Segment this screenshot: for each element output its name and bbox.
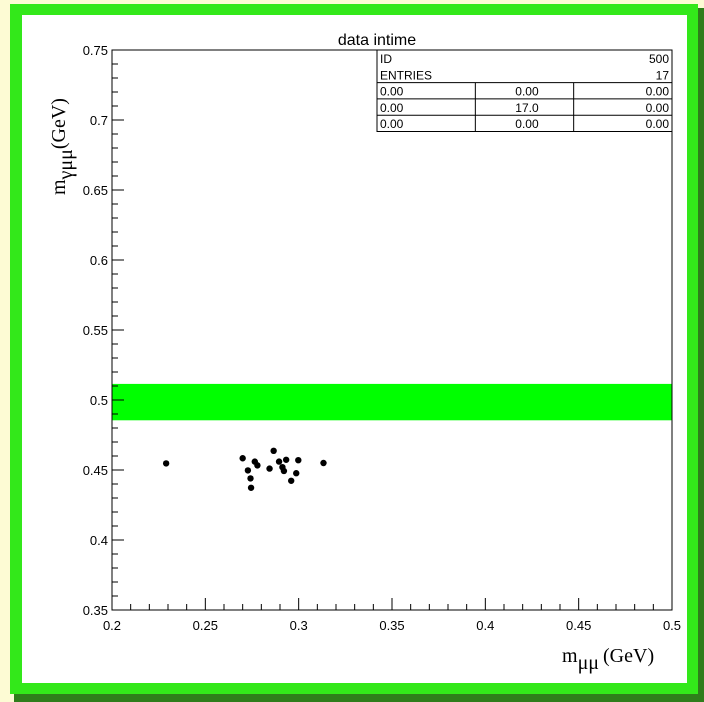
- y-tick-label: 0.6: [90, 253, 108, 268]
- stats-grid-cell: 0.00: [515, 85, 539, 99]
- data-point: [244, 467, 252, 474]
- stats-grid-cell: 0.00: [380, 101, 404, 115]
- y-axis-label-main: m: [48, 179, 70, 195]
- x-axis-label-main: m: [562, 645, 578, 667]
- x-tick-label: 0.4: [476, 618, 494, 633]
- y-axis-label-unit: (GeV): [48, 98, 70, 149]
- y-tick-label: 0.35: [83, 603, 108, 618]
- data-point: [295, 457, 302, 464]
- stats-grid-cell: 17.0: [515, 101, 539, 115]
- stats-grid-cell: 0.00: [646, 101, 670, 115]
- data-point: [239, 455, 246, 462]
- scatter-chart: 0.2 0.25 0.3 0.35 0.4 0.45 0.5 0.35 0.4 0.45 0.5 0.…: [48, 32, 681, 674]
- stats-grid-cell: 0.00: [515, 117, 539, 131]
- y-tick-label: 0.45: [83, 463, 108, 478]
- signal-band: [112, 383, 672, 421]
- data-point: [162, 460, 170, 467]
- data-point: [275, 458, 283, 465]
- stats-label: ID: [380, 52, 392, 66]
- x-axis-label-sub: μμ: [578, 652, 599, 674]
- data-point: [293, 470, 300, 477]
- plot-panel: 0.2 0.25 0.3 0.35 0.4 0.45 0.5 0.35 0.4 0.45 0.5 0.…: [22, 15, 687, 683]
- stats-grid-cell: 0.00: [646, 85, 670, 99]
- stats-grid-cell: 0.00: [646, 117, 670, 131]
- stats-grid-cell: 0.00: [380, 85, 404, 99]
- x-tick-label: 0.5: [663, 618, 681, 633]
- x-axis-label-unit: (GeV): [603, 645, 654, 667]
- data-point: [266, 465, 273, 472]
- data-point: [247, 475, 254, 482]
- x-tick-label: 0.35: [379, 618, 404, 633]
- chart-title: data intime: [338, 32, 416, 49]
- x-axis-label: mμμ (GeV): [562, 645, 654, 674]
- y-axis-label-sub: γμμ: [55, 149, 77, 180]
- data-point: [320, 459, 327, 467]
- data-point: [254, 462, 261, 469]
- y-tick-label: 0.75: [83, 43, 108, 58]
- y-tick-label: 0.7: [90, 113, 108, 128]
- y-axis-label: mγμμ(GeV): [48, 98, 77, 195]
- data-point: [270, 447, 277, 455]
- data-point: [282, 456, 290, 463]
- stats-value: 17: [656, 68, 670, 82]
- plot-area-border: [111, 49, 673, 611]
- data-point: [288, 477, 295, 484]
- data-point: [280, 467, 288, 475]
- stats-grid-cell: 0.00: [380, 117, 404, 131]
- y-tick-label: 0.4: [90, 533, 108, 548]
- y-tick-label: 0.55: [83, 323, 108, 338]
- stats-label: ENTRIES: [380, 68, 432, 82]
- stats-box: [376, 49, 673, 132]
- data-point: [247, 484, 255, 491]
- x-tick-label: 0.3: [290, 618, 308, 633]
- x-tick-label: 0.45: [566, 618, 591, 633]
- y-tick-label: 0.5: [90, 393, 108, 408]
- stats-value: 500: [649, 52, 669, 66]
- y-tick-label: 0.65: [83, 183, 108, 198]
- x-tick-label: 0.2: [103, 618, 121, 633]
- x-tick-label: 0.25: [193, 618, 218, 633]
